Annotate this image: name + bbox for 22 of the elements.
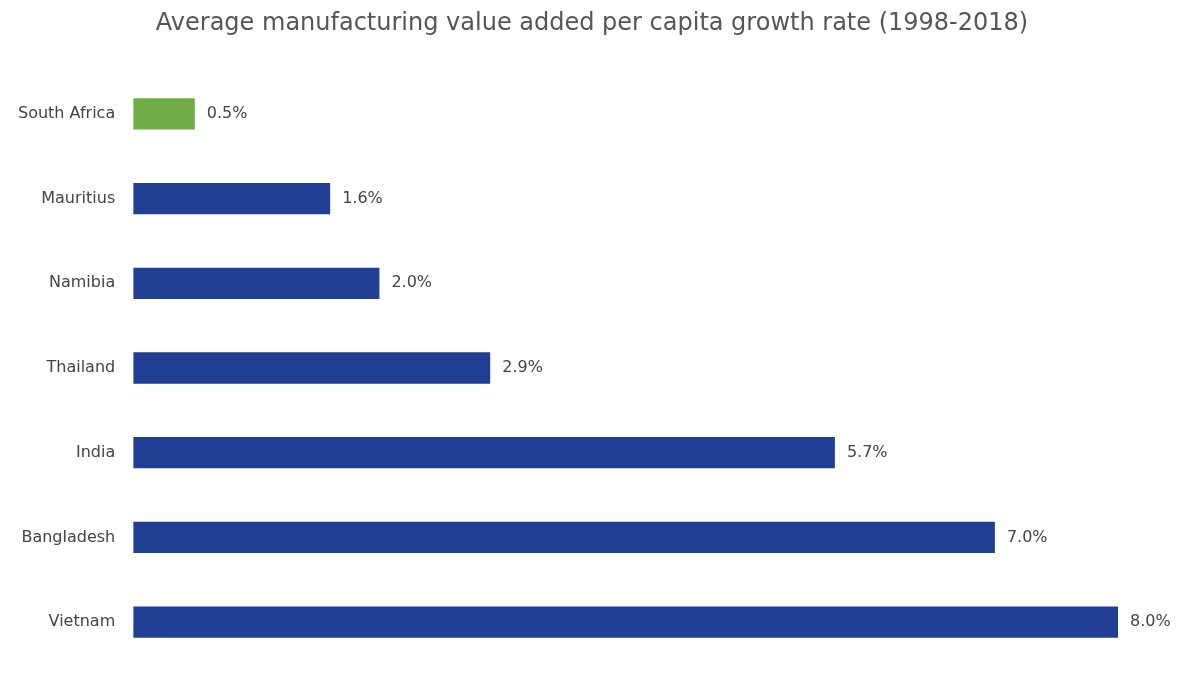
data-label: 2.0% bbox=[391, 272, 433, 292]
data-label: 8.0% bbox=[1130, 611, 1171, 631]
y-tick-label: South Africa bbox=[18, 103, 116, 123]
data-label: 7.0% bbox=[1006, 526, 1048, 546]
data-label: 5.7% bbox=[846, 441, 888, 461]
data-label: 0.5% bbox=[206, 103, 248, 123]
bar bbox=[133, 267, 380, 299]
y-tick-label: India bbox=[75, 441, 116, 461]
bar bbox=[133, 98, 195, 130]
bar bbox=[133, 437, 835, 469]
y-tick-label: Mauritius bbox=[41, 187, 116, 207]
chart-title: Average manufacturing value added per capita growth rate (1998-2018) bbox=[154, 7, 1030, 38]
y-tick-label: Bangladesh bbox=[21, 526, 116, 546]
bar bbox=[133, 182, 331, 215]
data-label: 2.9% bbox=[502, 357, 543, 377]
data-label: 1.6% bbox=[342, 187, 383, 207]
y-tick-label: Namibia bbox=[49, 272, 116, 292]
bar bbox=[133, 606, 1118, 638]
bar bbox=[133, 352, 491, 384]
y-tick-label: Thailand bbox=[45, 357, 116, 377]
bar bbox=[133, 521, 995, 554]
y-tick-label: Vietnam bbox=[48, 611, 116, 631]
